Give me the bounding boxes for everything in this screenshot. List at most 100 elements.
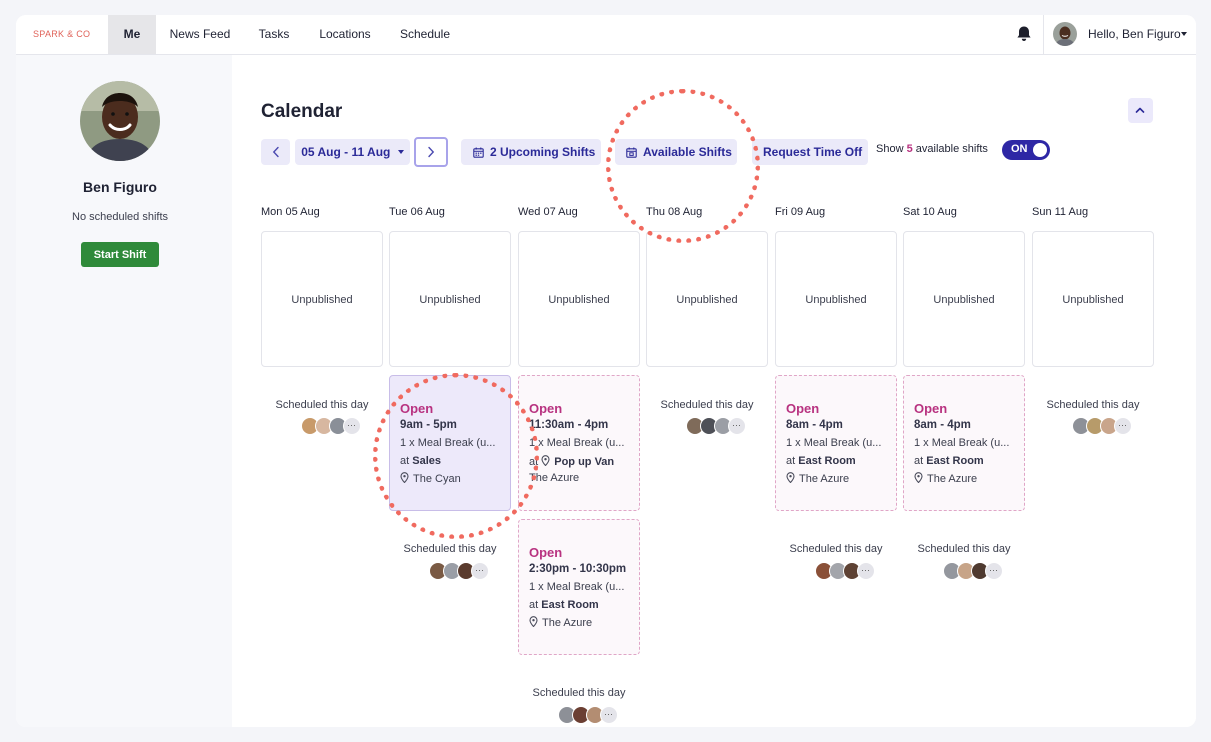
scheduled-this-day-label: Scheduled this day (275, 399, 369, 411)
date-range-label: 05 Aug - 11 Aug (301, 145, 391, 159)
previous-week-button[interactable] (261, 139, 290, 165)
scheduled-this-day-label: Scheduled this day (660, 399, 754, 411)
shift-time: 11:30am - 4pm (529, 419, 609, 431)
scheduled-avatars[interactable]: ··· (686, 417, 746, 435)
shift-status: No scheduled shifts (72, 211, 168, 223)
shift-status: Open (400, 401, 434, 416)
request-time-off-label: Request Time Off (763, 145, 863, 159)
open-shift-card[interactable]: Open 11:30am - 4pm 1 x Meal Break (u... … (518, 375, 640, 511)
start-shift-button[interactable]: Start Shift (81, 242, 159, 267)
user-greeting[interactable]: Hello, Ben Figuro (1088, 27, 1181, 41)
app-window: SPARK & CO Me News Feed Tasks Locations … (16, 15, 1196, 727)
available-shifts-button[interactable]: Available Shifts (615, 139, 737, 165)
scheduled-avatars[interactable]: ··· (429, 562, 489, 580)
more-avatars[interactable]: ··· (471, 562, 489, 580)
scheduled-avatars[interactable]: ··· (301, 417, 361, 435)
nav-item-locations[interactable]: Locations (319, 27, 371, 41)
available-shifts-toggle[interactable]: ON (1002, 140, 1050, 160)
user-avatar[interactable] (1053, 22, 1077, 46)
collapse-button[interactable] (1128, 98, 1153, 123)
shift-location: The Azure (529, 616, 592, 629)
open-shift-card[interactable]: Open 2:30pm - 10:30pm 1 x Meal Break (u.… (518, 519, 640, 655)
nav-item-schedule[interactable]: Schedule (399, 27, 451, 41)
shift-break: 1 x Meal Break (u... (914, 437, 1010, 449)
scheduled-this-day-label: Scheduled this day (789, 543, 883, 555)
shift-area: at Sales (400, 455, 441, 467)
unpublished-cell[interactable]: Unpublished (903, 231, 1025, 367)
scheduled-this-day-label: Scheduled this day (1046, 399, 1140, 411)
more-avatars[interactable]: ··· (600, 706, 618, 724)
nav-divider (1043, 15, 1044, 54)
shift-time: 8am - 4pm (914, 419, 971, 431)
more-avatars[interactable]: ··· (1114, 417, 1132, 435)
shift-time: 2:30pm - 10:30pm (529, 563, 627, 575)
shift-location: The Azure (786, 472, 849, 485)
day-header-sun: Sun 11 Aug (1032, 206, 1089, 218)
shift-area: at East Room (529, 599, 599, 611)
shift-status: Open (786, 401, 820, 416)
shift-area: at Pop up Van (529, 455, 615, 468)
shift-time: 8am - 4pm (786, 419, 843, 431)
nav-item-me[interactable]: Me (108, 15, 156, 54)
open-shift-card[interactable]: Open 8am - 4pm 1 x Meal Break (u... at E… (903, 375, 1025, 511)
shift-status: Open (529, 545, 563, 560)
open-shift-card[interactable]: Open 8am - 4pm 1 x Meal Break (u... at E… (775, 375, 897, 511)
annotation-highlight-circle (606, 89, 760, 243)
chevron-right-icon (428, 146, 435, 158)
available-shifts-count: 5 (906, 143, 913, 155)
shift-break: 1 x Meal Break (u... (529, 581, 625, 593)
profile-sidebar: Ben Figuro No scheduled shifts Start Shi… (16, 55, 232, 727)
shift-break: 1 x Meal Break (u... (786, 437, 882, 449)
profile-name: Ben Figuro (83, 179, 157, 195)
unpublished-cell[interactable]: Unpublished (518, 231, 640, 367)
day-header-sat: Sat 10 Aug (903, 206, 957, 218)
nav-item-tasks[interactable]: Tasks (258, 27, 290, 41)
shift-status: Open (914, 401, 948, 416)
open-shift-card[interactable]: Open 9am - 5pm 1 x Meal Break (u... at S… (389, 375, 511, 511)
location-pin-icon (914, 472, 923, 483)
chevron-up-icon (1135, 107, 1145, 113)
nav-item-news-feed[interactable]: News Feed (169, 27, 231, 41)
shift-location: The Azure (529, 472, 580, 484)
shift-time: 9am - 5pm (400, 419, 457, 431)
shift-location: The Cyan (400, 472, 461, 485)
day-header-thu: Thu 08 Aug (646, 206, 703, 218)
upcoming-shifts-button[interactable]: 2 Upcoming Shifts (461, 139, 601, 165)
location-pin-icon (786, 472, 795, 483)
location-pin-icon (529, 616, 538, 627)
calendar-panel: Calendar 05 Aug - 11 Aug (232, 55, 1196, 727)
unpublished-cell[interactable]: Unpublished (261, 231, 383, 367)
toggle-label: ON (1011, 143, 1028, 155)
unpublished-cell[interactable]: Unpublished (646, 231, 768, 367)
calendar-check-icon (626, 147, 637, 158)
unpublished-cell[interactable]: Unpublished (389, 231, 511, 367)
shift-break: 1 x Meal Break (u... (529, 437, 625, 449)
shift-location: The Azure (914, 472, 977, 485)
chevron-down-icon[interactable] (1181, 32, 1187, 36)
scheduled-avatars[interactable]: ··· (558, 706, 618, 724)
more-avatars[interactable]: ··· (857, 562, 875, 580)
chevron-down-icon (397, 150, 404, 154)
more-avatars[interactable]: ··· (728, 417, 746, 435)
unpublished-cell[interactable]: Unpublished (1032, 231, 1154, 367)
scheduled-this-day-label: Scheduled this day (532, 687, 626, 699)
more-avatars[interactable]: ··· (985, 562, 1003, 580)
more-avatars[interactable]: ··· (343, 417, 361, 435)
scheduled-avatars[interactable]: ··· (815, 562, 875, 580)
date-range-selector[interactable]: 05 Aug - 11 Aug (295, 139, 410, 165)
day-header-wed: Wed 07 Aug (518, 206, 578, 218)
brand-logo: SPARK & CO (33, 29, 91, 39)
available-shifts-summary: Show 5 available shifts (876, 143, 988, 155)
page-title: Calendar (261, 101, 343, 122)
shift-status: Open (529, 401, 563, 416)
bell-icon[interactable] (1014, 24, 1034, 44)
unpublished-cell[interactable]: Unpublished (775, 231, 897, 367)
chevron-left-icon (272, 146, 279, 158)
scheduled-avatars[interactable]: ··· (1072, 417, 1132, 435)
next-week-button[interactable] (414, 137, 448, 167)
available-shifts-label: Available Shifts (643, 145, 732, 159)
scheduled-avatars[interactable]: ··· (943, 562, 1003, 580)
calendar-icon (473, 147, 484, 158)
day-header-mon: Mon 05 Aug (261, 206, 320, 218)
request-time-off-button[interactable]: Request Time Off (752, 139, 868, 165)
